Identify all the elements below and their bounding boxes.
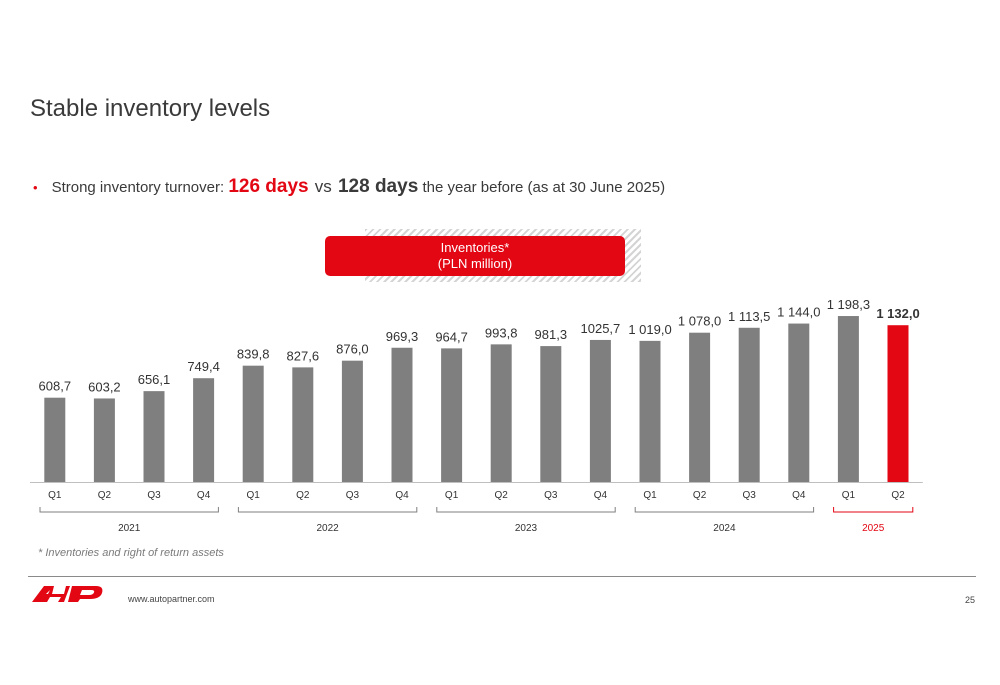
tick-label-16: Q4: [792, 490, 806, 501]
bar-1: [44, 397, 66, 482]
tick-label-3: Q3: [147, 490, 161, 501]
bar-8: [391, 347, 413, 482]
tick-label-2: Q2: [98, 490, 112, 501]
data-label-5: 839,8: [237, 347, 270, 362]
data-label-10: 993,8: [485, 325, 518, 340]
bullet-inventory-turnover: • Strong inventory turnover: 126 days vs …: [33, 176, 665, 198]
bar-11: [540, 346, 562, 482]
tick-label-7: Q3: [346, 490, 360, 501]
tick-label-18: Q2: [891, 490, 905, 501]
data-label-3: 656,1: [138, 372, 171, 387]
bar-10: [490, 344, 512, 482]
legend-line-2: (PLN million): [437, 256, 513, 271]
data-label-6: 827,6: [287, 348, 320, 363]
bar-13: [639, 340, 661, 482]
year-label-2021: 2021: [118, 523, 141, 534]
bar-17: [837, 316, 859, 482]
tick-label-17: Q1: [842, 490, 856, 501]
data-label-9: 964,7: [435, 329, 468, 344]
year-bracket-2022: [237, 507, 418, 513]
data-label-8: 969,3: [386, 329, 419, 344]
turnover-current: 126 days: [228, 176, 309, 197]
data-label-1: 608,7: [39, 379, 72, 394]
vs-text: vs: [314, 177, 332, 196]
data-label-18: 1 132,0: [876, 306, 919, 321]
bullet-marker: •: [33, 180, 38, 195]
year-label-2022: 2022: [316, 523, 339, 534]
tick-label-14: Q2: [693, 490, 707, 501]
footer-website: www.autopartner.com: [128, 594, 215, 604]
year-label-2025: 2025: [862, 523, 885, 534]
bullet-suffix: the year before (as at 30 June 2025): [422, 179, 666, 196]
autopartner-logo: [32, 586, 103, 602]
bar-5: [242, 365, 264, 482]
tick-label-13: Q1: [643, 490, 657, 501]
year-bracket-2023: [436, 507, 616, 513]
year-bracket-2021: [39, 507, 219, 513]
chart-legend: Inventories* (PLN million): [325, 236, 625, 276]
data-label-12: 1025,7: [581, 321, 621, 336]
bar-2: [93, 398, 115, 482]
footnote: * Inventories and right of return assets: [38, 547, 224, 559]
tick-label-12: Q4: [594, 490, 608, 501]
tick-label-11: Q3: [544, 490, 558, 501]
tick-label-15: Q3: [743, 490, 757, 501]
bar-6: [292, 367, 314, 482]
bullet-prefix: Strong inventory turnover:: [51, 179, 229, 196]
bar-16: [788, 323, 810, 482]
data-label-11: 981,3: [535, 327, 568, 342]
footer-divider: [28, 576, 976, 577]
data-label-2: 603,2: [88, 379, 121, 394]
data-label-4: 749,4: [187, 359, 220, 374]
data-label-7: 876,0: [336, 342, 369, 357]
turnover-previous: 128 days: [337, 176, 419, 197]
data-label-15: 1 113,5: [728, 309, 770, 324]
year-bracket-2025: [833, 507, 914, 513]
page-number: 25: [964, 595, 975, 605]
year-label-2024: 2024: [713, 523, 736, 534]
bar-4: [193, 378, 215, 482]
bar-3: [143, 391, 165, 482]
bar-9: [441, 348, 463, 482]
legend-line-1: Inventories*: [440, 240, 510, 255]
data-label-16: 1 144,0: [777, 305, 820, 320]
tick-label-9: Q1: [445, 490, 459, 501]
tick-label-5: Q1: [247, 490, 261, 501]
tick-label-4: Q4: [197, 490, 211, 501]
data-label-14: 1 078,0: [678, 314, 721, 329]
year-label-2023: 2023: [515, 523, 538, 534]
tick-label-8: Q4: [395, 490, 409, 501]
bar-18: [887, 325, 909, 482]
bar-15: [738, 327, 760, 482]
year-bracket-2024: [634, 507, 815, 513]
tick-label-1: Q1: [48, 490, 62, 501]
bar-14: [689, 332, 711, 482]
bar-7: [341, 360, 363, 482]
data-label-13: 1 019,0: [628, 322, 671, 337]
tick-label-10: Q2: [495, 490, 509, 501]
page-title: Stable inventory levels: [30, 95, 271, 122]
bar-12: [589, 339, 611, 482]
tick-label-6: Q2: [296, 490, 310, 501]
data-label-17: 1 198,3: [827, 297, 870, 312]
